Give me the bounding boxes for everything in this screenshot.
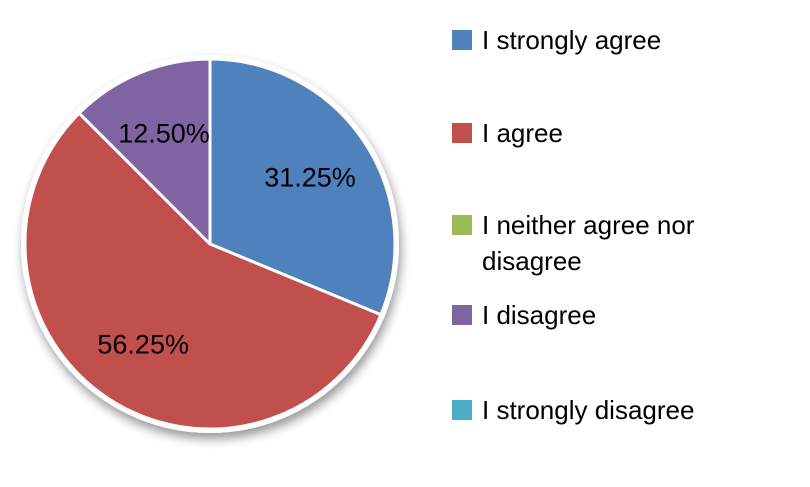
slice-label: 12.50%: [118, 118, 210, 148]
legend-item-disagree: I disagree: [452, 297, 596, 333]
legend-label-agree: I agree: [482, 118, 563, 148]
legend-swatch-agree: [452, 123, 472, 143]
chart-legend: I strongly agree I agree I neither agree…: [452, 0, 802, 487]
legend-swatch-neither: [452, 215, 472, 235]
slice-label: 31.25%: [264, 163, 356, 193]
legend-item-strongly-agree: I strongly agree: [452, 22, 661, 58]
pie-slice-i-disagree: [77, 57, 212, 246]
legend-item-strongly-disagree: I strongly disagree: [452, 392, 694, 428]
legend-label-strongly-disagree: I strongly disagree: [482, 395, 695, 425]
pie-slice-i-strongly-agree: [208, 57, 397, 317]
pie-slice-i-agree: [23, 111, 383, 431]
legend-label-neither: I neither agree nor disagree: [482, 210, 695, 276]
pie-chart: 31.25% 56.25% 12.50%: [21, 55, 399, 433]
legend-swatch-strongly-disagree: [452, 400, 472, 420]
legend-swatch-strongly-agree: [452, 30, 472, 50]
legend-item-neither: I neither agree nor disagree: [452, 207, 762, 279]
legend-swatch-disagree: [452, 305, 472, 325]
pie-body: [21, 55, 399, 433]
legend-label-disagree: I disagree: [482, 300, 597, 330]
legend-item-agree: I agree: [452, 115, 563, 151]
legend-label-strongly-agree: I strongly agree: [482, 25, 662, 55]
slice-label: 56.25%: [97, 329, 189, 359]
